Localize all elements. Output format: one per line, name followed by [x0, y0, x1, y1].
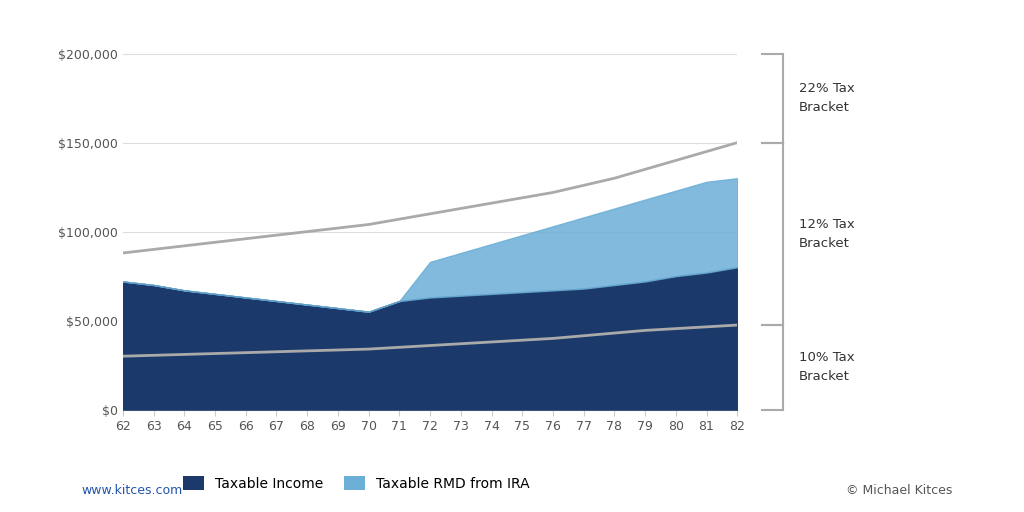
Legend: Taxable Income, Taxable RMD from IRA: Taxable Income, Taxable RMD from IRA — [177, 470, 536, 496]
Text: 22% Tax
Bracket: 22% Tax Bracket — [799, 82, 854, 114]
Text: © Michael Kitces: © Michael Kitces — [846, 484, 952, 497]
Text: 10% Tax
Bracket: 10% Tax Bracket — [799, 351, 854, 383]
Text: 12% Tax
Bracket: 12% Tax Bracket — [799, 218, 854, 250]
Text: www.kitces.com: www.kitces.com — [82, 484, 183, 497]
